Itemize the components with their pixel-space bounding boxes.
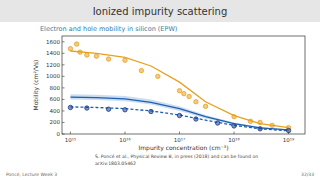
data-point: [248, 119, 252, 123]
slide-title: Ionized impurity scattering: [93, 6, 228, 17]
data-point: [149, 109, 153, 113]
data-point: [94, 54, 98, 58]
x-tick: [288, 132, 289, 135]
y-tick-label: 800: [50, 85, 61, 91]
y-tick: [62, 53, 65, 54]
data-point: [74, 42, 78, 46]
data-point: [123, 108, 127, 112]
y-tick: [62, 122, 65, 123]
theory-line: [70, 97, 288, 130]
x-tick: [70, 132, 71, 135]
footer-right: 32/33: [301, 172, 314, 177]
plot-frame: [62, 36, 305, 134]
y-tick: [62, 99, 65, 100]
data-point: [177, 113, 181, 117]
x-tick-label: 10¹⁷: [174, 137, 185, 143]
plot-marks: [68, 42, 291, 133]
data-point: [68, 46, 72, 50]
y-tick-label: 0: [57, 131, 61, 137]
y-tick: [62, 41, 65, 42]
y-tick: [62, 110, 65, 111]
data-point: [215, 121, 219, 125]
data-point: [85, 53, 89, 57]
reference-line: arXiv:1803.05462: [95, 161, 136, 166]
x-tick-label: 10¹⁸: [228, 137, 240, 143]
slide: Ionized impurity scattering Electron and …: [0, 0, 320, 180]
y-tick-label: 200: [50, 119, 61, 125]
y-tick-label: 1600: [46, 39, 60, 45]
chart-title: Electron and hole mobility in silicon (E…: [40, 25, 177, 33]
theory-line: [70, 51, 288, 128]
data-point: [156, 74, 160, 78]
data-point: [270, 123, 274, 127]
data-point: [106, 57, 110, 61]
data-point: [182, 91, 186, 95]
x-axis-label: Impurity concentration (cm⁻³): [138, 144, 228, 152]
x-tick-label: 10¹⁵: [65, 137, 76, 143]
data-point: [68, 105, 72, 109]
data-point: [194, 117, 198, 121]
y-tick: [62, 76, 65, 77]
data-point: [139, 68, 143, 72]
y-axis-label: Mobility (cm²/Vs): [32, 60, 40, 111]
y-tick: [62, 87, 65, 88]
y-tick-label: 600: [50, 96, 61, 102]
y-tick-label: 400: [50, 108, 61, 114]
data-point: [194, 100, 198, 104]
data-point: [106, 107, 110, 111]
footer-left: Poncé, Lecture Week 3: [6, 172, 57, 177]
data-point: [123, 58, 127, 62]
data-point: [203, 104, 207, 108]
x-tick: [179, 132, 180, 135]
y-tick-label: 1400: [46, 50, 60, 56]
data-point: [258, 120, 262, 124]
x-tick: [124, 132, 125, 135]
data-point: [258, 127, 262, 131]
data-point: [177, 89, 181, 93]
y-tick-label: 1200: [46, 62, 60, 68]
reference-line: S. Poncé et al., Physical Review B, in p…: [95, 154, 258, 159]
data-point: [232, 124, 236, 128]
uncertainty-band: [70, 94, 288, 130]
y-tick: [62, 134, 65, 135]
theory-line: [70, 107, 288, 131]
data-point: [187, 94, 191, 98]
x-tick-label: 10¹⁹: [283, 137, 294, 143]
data-point: [78, 50, 82, 54]
y-tick: [62, 64, 65, 65]
header-band: [0, 0, 320, 22]
data-point: [232, 115, 236, 119]
data-point: [85, 106, 89, 110]
x-tick-label: 10¹⁶: [119, 137, 131, 143]
x-tick: [234, 132, 235, 135]
y-tick-label: 1000: [46, 73, 60, 79]
